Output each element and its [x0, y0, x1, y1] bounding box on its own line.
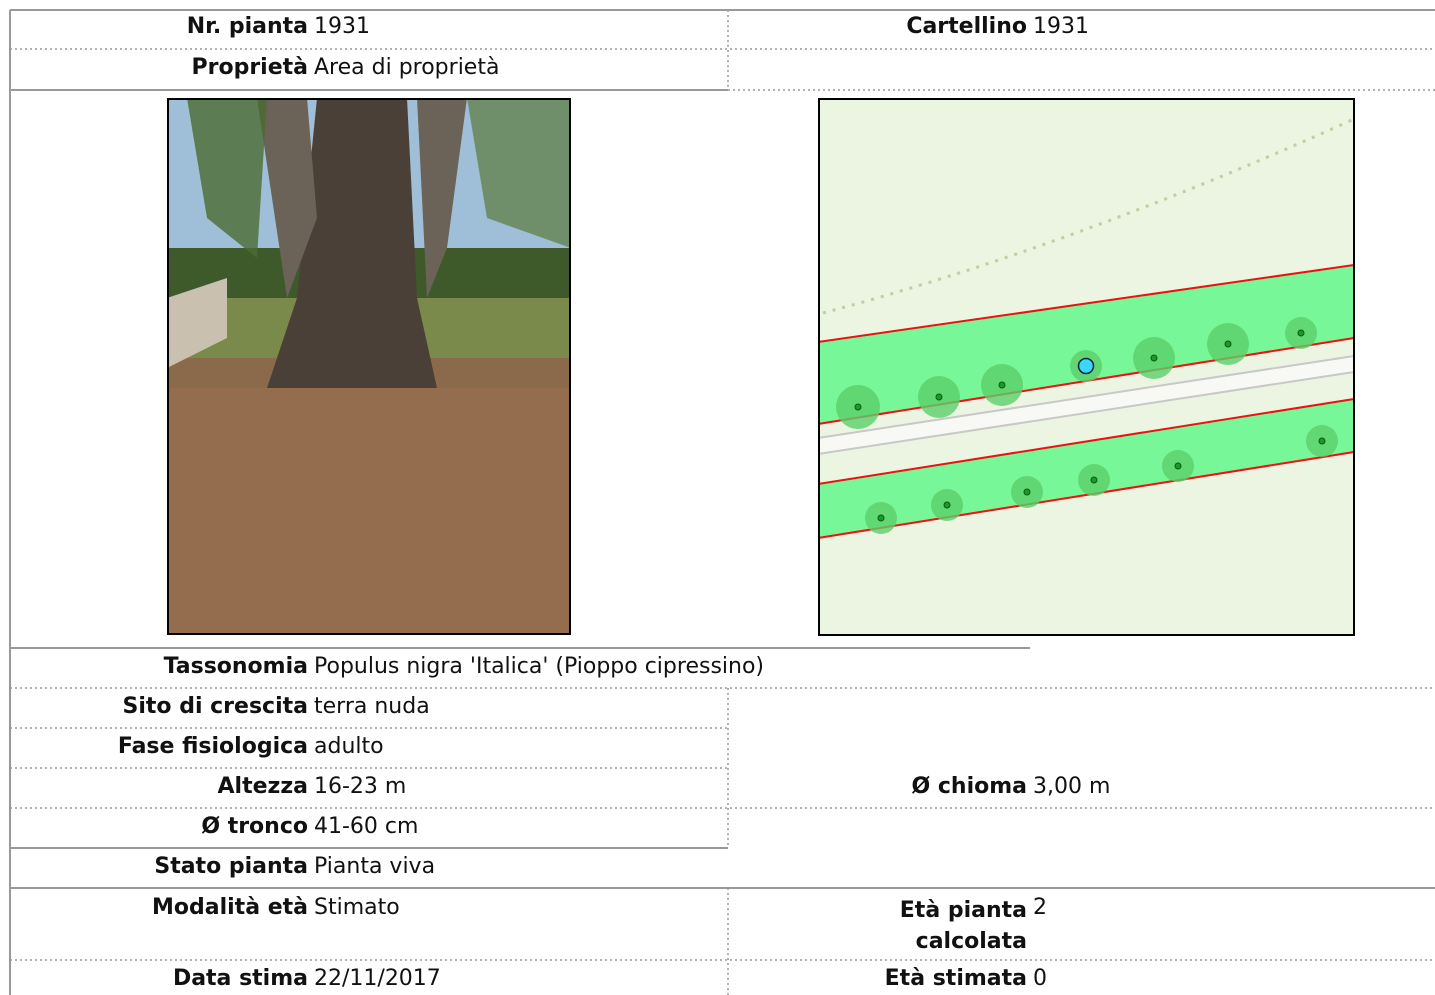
label: Altezza	[217, 774, 308, 799]
location-map	[818, 98, 1355, 636]
value: Populus nigra 'Italica' (Pioppo cipressi…	[314, 654, 765, 679]
value: 1931	[314, 14, 370, 39]
value: 22/11/2017	[314, 966, 441, 991]
value: 41-60 cm	[314, 814, 419, 839]
label: Nr. pianta	[186, 14, 308, 39]
label: Sito di crescita	[122, 694, 308, 719]
label: Età pianta calcolata	[899, 898, 1027, 954]
label: Proprietà	[191, 55, 308, 80]
label: Stato pianta	[154, 854, 308, 879]
value: 16-23 m	[314, 774, 407, 799]
value: Stimato	[314, 895, 400, 920]
label: Tassonomia	[163, 654, 308, 679]
label: Data stima	[172, 966, 308, 991]
label: Ø tronco	[201, 814, 308, 839]
value: 0	[1033, 966, 1047, 991]
value: adulto	[314, 734, 384, 759]
value: Area di proprietà	[314, 55, 500, 80]
label: Cartellino	[906, 14, 1027, 39]
label: Età stimata	[884, 966, 1027, 991]
value: terra nuda	[314, 694, 430, 719]
label: Ø chioma	[911, 774, 1028, 799]
label: Modalità età	[152, 895, 308, 920]
value: Pianta viva	[314, 854, 436, 879]
tree-photo	[167, 98, 571, 635]
label: Fase fisiologica	[117, 734, 308, 759]
value: 2	[1033, 895, 1047, 920]
value: 3,00 m	[1033, 774, 1111, 799]
value: 1931	[1033, 14, 1089, 39]
